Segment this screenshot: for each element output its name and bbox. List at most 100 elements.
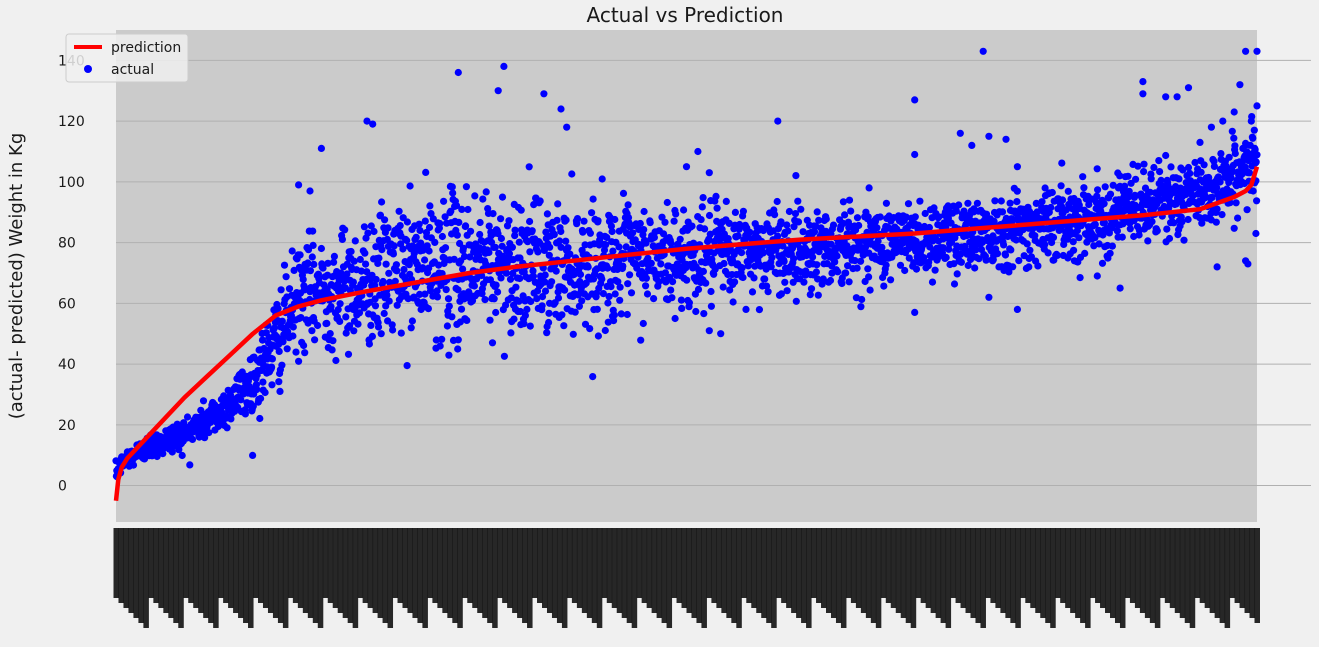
actual-point — [575, 302, 584, 310]
actual-point — [416, 290, 424, 298]
actual-point — [905, 254, 913, 262]
actual-point — [1080, 184, 1088, 192]
actual-point — [282, 273, 290, 281]
x-tick-label — [412, 528, 418, 618]
actual-point — [205, 429, 213, 437]
x-tick-label — [796, 528, 802, 618]
actual-point — [580, 217, 588, 225]
x-tick-label — [960, 528, 967, 608]
actual-point — [814, 291, 822, 299]
actual-point — [479, 195, 487, 203]
actual-point — [344, 350, 353, 358]
actual-point — [1251, 144, 1259, 152]
actual-point — [573, 215, 582, 223]
actual-point — [1048, 188, 1056, 197]
actual-point — [277, 286, 285, 294]
actual-point — [726, 286, 734, 294]
actual-point — [792, 172, 800, 180]
actual-point — [1057, 182, 1065, 190]
x-tick-label — [925, 528, 932, 608]
actual-point — [624, 201, 632, 209]
x-tick-label — [233, 528, 239, 613]
actual-point — [1023, 240, 1031, 248]
actual-point — [536, 197, 544, 205]
actual-point — [1207, 123, 1215, 131]
actual-point — [712, 192, 720, 200]
actual-point — [584, 263, 592, 271]
actual-point — [278, 361, 286, 369]
x-tick-label — [801, 528, 807, 623]
actual-point — [299, 275, 307, 283]
x-tick-label — [701, 528, 707, 628]
actual-point — [800, 278, 808, 286]
actual-point — [1179, 166, 1187, 174]
actual-point — [526, 217, 534, 226]
actual-point — [1101, 183, 1109, 191]
actual-point — [476, 218, 484, 227]
actual-point — [678, 304, 686, 312]
x-tick-label — [771, 528, 777, 628]
actual-point — [362, 260, 370, 268]
actual-point — [607, 283, 615, 291]
actual-point — [329, 337, 337, 345]
actual-point — [280, 261, 289, 269]
actual-point — [1191, 158, 1199, 167]
actual-point — [669, 278, 677, 286]
actual-point — [527, 297, 535, 306]
actual-point — [619, 189, 628, 197]
x-tick-label — [1035, 528, 1041, 613]
actual-point — [183, 413, 192, 421]
actual-point — [1100, 200, 1108, 208]
actual-point — [1230, 224, 1238, 232]
actual-point — [931, 266, 939, 274]
x-tick-label — [1134, 528, 1141, 608]
actual-point — [309, 227, 317, 235]
x-tick-label — [666, 528, 673, 628]
actual-point — [517, 206, 525, 214]
actual-point — [457, 305, 466, 313]
actual-point — [792, 297, 800, 305]
x-tick-label — [362, 528, 369, 603]
x-tick-label — [282, 528, 289, 628]
actual-point — [425, 247, 433, 255]
actual-point — [722, 197, 730, 205]
actual-point — [685, 299, 694, 307]
actual-point — [482, 188, 490, 196]
x-tick-label — [452, 528, 458, 623]
x-tick-label — [711, 528, 717, 603]
actual-point — [403, 218, 411, 226]
actual-point — [1041, 241, 1049, 249]
actual-point — [953, 270, 961, 278]
actual-point — [857, 303, 865, 311]
actual-point — [422, 168, 430, 176]
actual-point — [275, 347, 283, 355]
x-tick-label — [193, 528, 199, 608]
actual-point — [615, 243, 623, 251]
actual-point — [887, 276, 895, 284]
x-tick-label — [1110, 528, 1116, 618]
actual-point — [667, 286, 675, 294]
actual-point — [1219, 117, 1227, 125]
actual-point — [761, 275, 769, 283]
actual-point — [617, 310, 625, 318]
x-tick-label — [143, 528, 149, 628]
actual-point — [1228, 127, 1236, 135]
actual-point — [1213, 263, 1221, 271]
actual-point — [713, 204, 721, 212]
x-tick-label — [1050, 528, 1056, 628]
actual-point — [1217, 150, 1225, 158]
actual-point — [540, 246, 549, 254]
actual-point — [1116, 172, 1124, 180]
actual-point — [1116, 284, 1124, 292]
x-tick-label — [372, 528, 379, 613]
x-tick-label — [1040, 528, 1046, 618]
actual-point — [1242, 47, 1250, 55]
x-tick-label — [447, 528, 453, 618]
actual-point — [494, 87, 502, 95]
actual-point — [295, 357, 303, 365]
x-tick-label — [611, 528, 618, 608]
actual-point — [385, 297, 393, 305]
x-tick-label — [387, 528, 394, 628]
actual-point — [309, 241, 317, 249]
x-tick-label — [766, 528, 772, 623]
